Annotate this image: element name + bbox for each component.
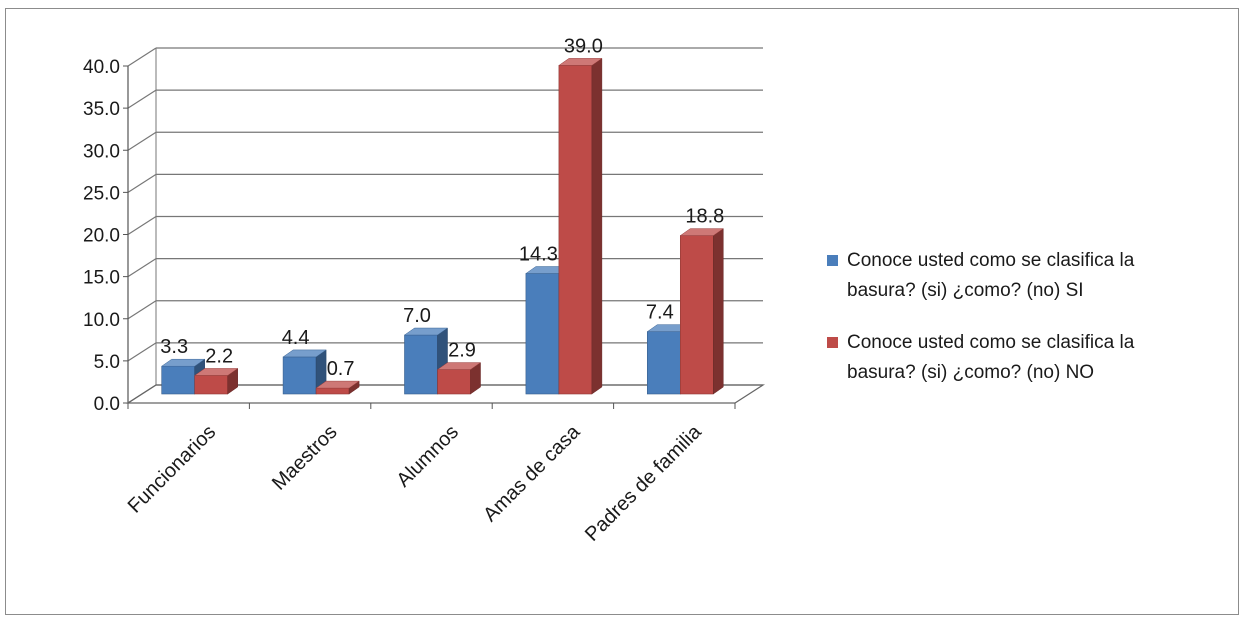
bar-top-3-1 <box>558 58 603 66</box>
bar-4-1 <box>679 235 714 395</box>
x-tick-label: Padres de familia <box>581 420 706 545</box>
legend-swatch-0 <box>827 255 838 266</box>
side-wall-gridline <box>127 300 157 320</box>
y-tick-label: 20.0 <box>83 226 120 247</box>
bar-side-4-1 <box>713 228 724 395</box>
y-tick-label: 30.0 <box>83 141 120 162</box>
chart-floor <box>125 384 766 404</box>
y-tick-label: 35.0 <box>83 99 120 120</box>
legend-label: Conoce usted como se clasifica la <box>847 332 1135 353</box>
y-tick-label: 0.0 <box>94 394 120 415</box>
y-tick-label: 10.0 <box>83 310 120 331</box>
x-tick-label: Alumnos <box>392 421 463 492</box>
data-label: 39.0 <box>564 35 603 57</box>
bar-4-0 <box>646 331 681 395</box>
legend-label: Conoce usted como se clasifica la <box>847 250 1135 271</box>
side-wall-gridline <box>127 47 157 67</box>
legend-label: basura? (si) ¿como? (no) SI <box>847 280 1084 301</box>
bar-top-0-0 <box>160 358 206 367</box>
bar-top-2-0 <box>403 327 449 336</box>
x-tick-label: Amas de casa <box>479 420 585 526</box>
bar-0-0 <box>161 365 195 395</box>
y-tick-label: 40.0 <box>83 57 120 78</box>
y-tick-label: 15.0 <box>83 268 120 289</box>
data-label: 2.9 <box>448 340 476 362</box>
data-label: 7.4 <box>646 302 674 324</box>
bar-top-1-0 <box>282 349 327 358</box>
bar-2-1 <box>437 369 471 395</box>
x-tick-label: Maestros <box>268 421 342 495</box>
legend-label: basura? (si) ¿como? (no) NO <box>847 362 1094 383</box>
bar-side-3-1 <box>591 57 603 395</box>
data-label: 2.2 <box>205 345 233 367</box>
data-label: 18.8 <box>685 206 724 228</box>
bar-top-4-1 <box>679 228 725 236</box>
side-wall-gridline <box>127 89 157 109</box>
data-label: 7.0 <box>403 305 431 327</box>
data-label: 0.7 <box>327 358 355 380</box>
bar-top-0-1 <box>193 368 239 376</box>
bar-3-0 <box>525 273 560 395</box>
bar-1-0 <box>282 356 317 395</box>
side-wall-gridline <box>127 131 157 151</box>
side-wall-gridline <box>127 342 157 362</box>
data-label: 3.3 <box>160 336 188 358</box>
side-wall-gridline <box>127 258 157 278</box>
bar-1-1 <box>315 387 350 395</box>
bar-3-1 <box>558 65 593 395</box>
y-tick-label: 5.0 <box>94 352 120 373</box>
bar-top-1-1 <box>315 380 360 389</box>
legend-swatch-1 <box>827 337 838 348</box>
data-label: 4.4 <box>282 327 310 349</box>
y-tick-label: 25.0 <box>83 183 120 204</box>
bar-0-1 <box>194 375 228 395</box>
chart-frame <box>5 8 1239 615</box>
bar-top-2-1 <box>436 362 482 370</box>
side-wall-gridline <box>127 173 157 193</box>
bar-2-0 <box>404 334 438 395</box>
data-label: 14.3 <box>519 244 558 266</box>
side-wall-gridline <box>127 215 157 236</box>
x-tick-label: Funcionarios <box>124 421 221 518</box>
